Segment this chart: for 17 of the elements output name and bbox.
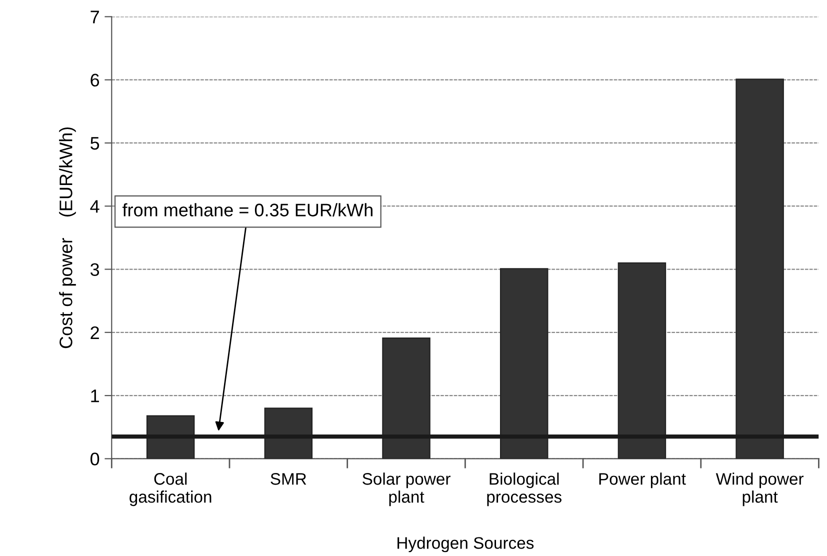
x-tick-label: SMR bbox=[270, 473, 306, 485]
y-tick-label: 5 bbox=[90, 137, 100, 150]
y-tick-label: 1 bbox=[91, 390, 99, 402]
y-tick-label: 0 bbox=[90, 452, 100, 466]
x-axis-title: Hydrogen Sources bbox=[398, 536, 534, 552]
ref-line-label: from methane = 0.35 EUR/kWh bbox=[122, 203, 372, 216]
y-tick-label: 7 bbox=[90, 10, 99, 24]
x-tick-label: Coal gasification bbox=[130, 472, 212, 506]
x-tick-label: Biological processes bbox=[487, 472, 562, 506]
y-tick-label: 6 bbox=[90, 74, 100, 87]
x-tick-label: Power plant bbox=[599, 472, 686, 488]
x-tick-label: Solar power plant bbox=[362, 472, 450, 506]
x-tick-label: Wind power plant bbox=[716, 472, 804, 506]
y-axis-title: Cost of power (EUR/kWh) bbox=[59, 127, 76, 348]
y-tick-label: 2 bbox=[90, 326, 99, 339]
y-tick-label: 4 bbox=[90, 200, 100, 213]
y-tick-label: 3 bbox=[90, 263, 100, 276]
